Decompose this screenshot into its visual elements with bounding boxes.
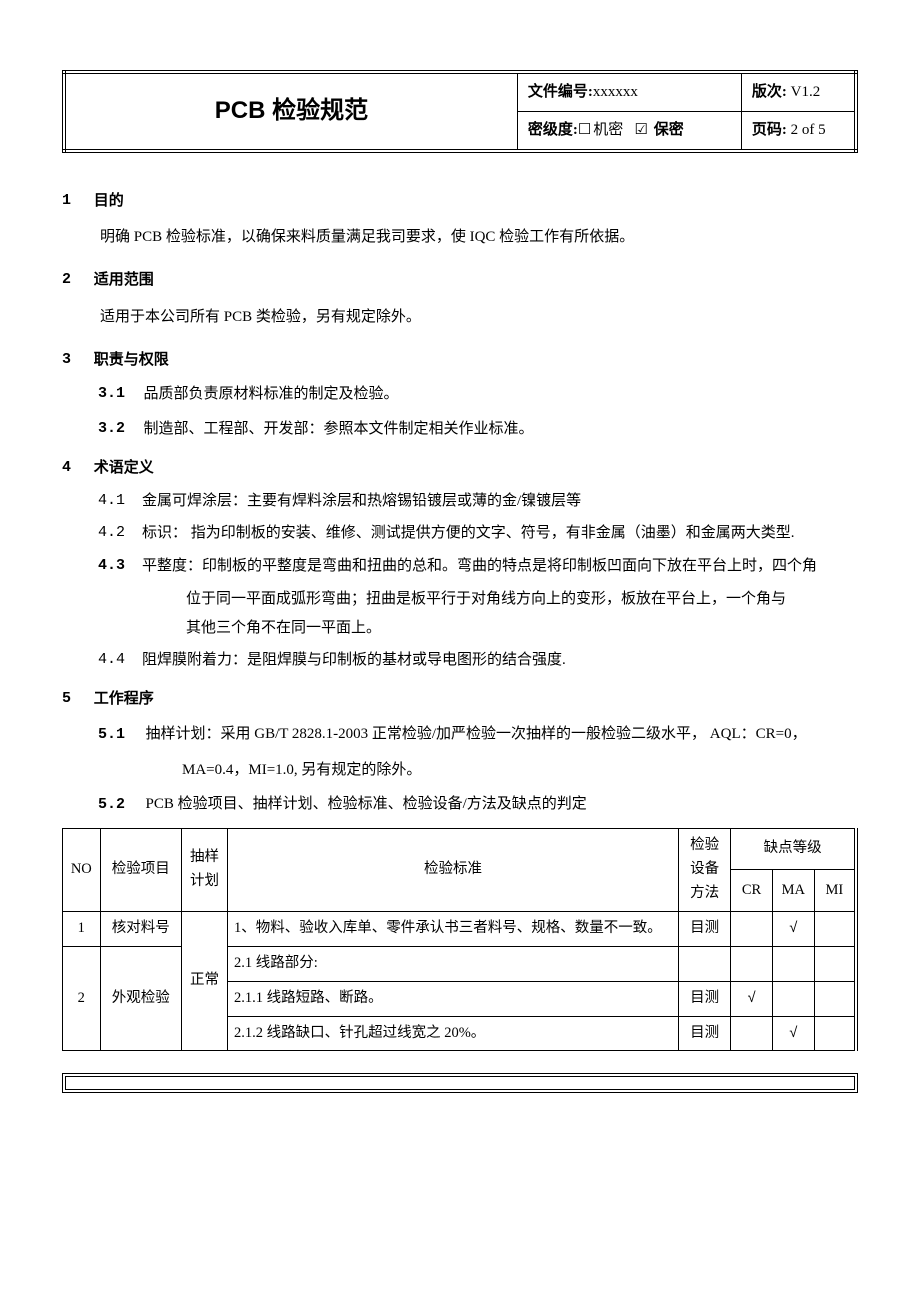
def-4-1-text: 金属可焊涂层：主要有焊料涂层和热熔锡铅镀层或薄的金/镍镀层等	[142, 489, 581, 514]
secret-opt-2: 保密	[654, 122, 684, 138]
section-3-title: 职责与权限	[94, 348, 169, 373]
th-defect: 缺点等级	[731, 829, 856, 870]
r1-equip: 目测	[678, 911, 730, 946]
secret-opt-1: 机密	[593, 122, 623, 138]
def-4-3-text-c: 其他三个角不在同一平面上。	[186, 616, 858, 641]
section-1-title: 目的	[94, 189, 124, 214]
section-1: 1 目的 明确 PCB 检验标准，以确保来料质量满足我司要求，使 IQC 检验工…	[62, 189, 858, 251]
page-cell: 页码: 2 of 5	[741, 111, 856, 150]
section-5-1-num: 5.1	[98, 723, 138, 748]
r1-std: 1、物料、验收入库单、零件承认书三者料号、规格、数量不一致。	[227, 911, 678, 946]
page-value: 2 of 5	[791, 122, 826, 138]
def-4-4-num: 4.4	[98, 648, 142, 673]
r2a-mi	[814, 946, 856, 981]
th-plan: 抽样计划	[182, 829, 228, 912]
def-4-4: 4.4 阻焊膜附着力：是阻焊膜与印制板的基材或导电图形的结合强度.	[98, 648, 858, 673]
r2a-std: 2.1 线路部分:	[227, 946, 678, 981]
section-4-title: 术语定义	[94, 456, 154, 481]
section-3-2-text: 制造部、工程部、开发部：参照本文件制定相关作业标准。	[144, 421, 534, 437]
r2c-mi	[814, 1016, 856, 1051]
section-5: 5 工作程序 5.1 抽样计划：采用 GB/T 2828.1-2003 正常检验…	[62, 687, 858, 1051]
doc-no-value: xxxxxx	[593, 84, 638, 100]
doc-no-label: 文件编号:	[528, 84, 593, 100]
section-5-1: 5.1 抽样计划：采用 GB/T 2828.1-2003 正常检验/加严检验一次…	[98, 722, 858, 748]
def-4-3-text-b: 位于同一平面成弧形弯曲；扭曲是板平行于对角线方向上的变形，板放在平台上，一个角与	[186, 587, 858, 612]
def-4-1: 4.1 金属可焊涂层：主要有焊料涂层和热熔锡铅镀层或薄的金/镍镀层等	[98, 489, 858, 514]
r1-no: 1	[63, 911, 101, 946]
r1-ma: √	[772, 911, 814, 946]
doc-title: PCB 检验规范	[64, 72, 517, 151]
th-item: 检验项目	[100, 829, 181, 912]
r2b-mi	[814, 981, 856, 1016]
section-4: 4 术语定义 4.1 金属可焊涂层：主要有焊料涂层和热熔锡铅镀层或薄的金/镍镀层…	[62, 456, 858, 673]
secret-cell: 密级度:☐机密 ☑ 保密	[517, 111, 741, 150]
r2c-std: 2.1.2 线路缺口、针孔超过线宽之 20%。	[227, 1016, 678, 1051]
section-5-1-text-a: 抽样计划：采用 GB/T 2828.1-2003 正常检验/加严检验一次抽样的一…	[146, 726, 807, 742]
version-cell: 版次: V1.2	[741, 72, 856, 111]
secret-label: 密级度:	[528, 122, 578, 138]
r1-plan: 正常	[182, 911, 228, 1051]
section-5-2: 5.2 PCB 检验项目、抽样计划、检验标准、检验设备/方法及缺点的判定	[98, 792, 858, 818]
def-4-2-num: 4.2	[98, 521, 142, 546]
section-3-1-text: 品质部负责原材料标准的制定及检验。	[144, 386, 399, 402]
page-label: 页码:	[752, 122, 787, 138]
section-3-1-num: 3.1	[98, 382, 136, 407]
section-1-num: 1	[62, 189, 90, 214]
section-3-1: 3.1 品质部负责原材料标准的制定及检验。	[98, 382, 858, 407]
r2c-equip: 目测	[678, 1016, 730, 1051]
r2c-ma: √	[772, 1016, 814, 1051]
section-2-num: 2	[62, 268, 90, 293]
table-header-row-1: NO 检验项目 抽样计划 检验标准 检验设备方法 缺点等级	[63, 829, 857, 870]
def-4-4-text: 阻焊膜附着力：是阻焊膜与印制板的基材或导电图形的结合强度.	[142, 648, 566, 673]
r2c-cr	[731, 1016, 773, 1051]
r2b-equip: 目测	[678, 981, 730, 1016]
r2a-ma	[772, 946, 814, 981]
doc-no-cell: 文件编号:xxxxxx	[517, 72, 741, 111]
def-4-3: 4.3 平整度：印制板的平整度是弯曲和扭曲的总和。弯曲的特点是将印制板凹面向下放…	[98, 554, 858, 579]
th-std: 检验标准	[227, 829, 678, 912]
section-5-title: 工作程序	[94, 687, 154, 712]
th-cr: CR	[731, 870, 773, 911]
section-5-1-text-b: MA=0.4，MI=1.0, 另有规定的除外。	[182, 758, 858, 783]
section-5-2-num: 5.2	[98, 793, 138, 818]
section-2-title: 适用范围	[94, 268, 154, 293]
table-row-1: 1 核对料号 正常 1、物料、验收入库单、零件承认书三者料号、规格、数量不一致。…	[63, 911, 857, 946]
section-3-num: 3	[62, 348, 90, 373]
r1-item: 核对料号	[100, 911, 181, 946]
r2-item: 外观检验	[100, 946, 181, 1051]
checkbox-checked-icon: ☑	[635, 118, 648, 143]
section-4-num: 4	[62, 456, 90, 481]
section-3-2: 3.2 制造部、工程部、开发部：参照本文件制定相关作业标准。	[98, 417, 858, 442]
section-2: 2 适用范围 适用于本公司所有 PCB 类检验，另有规定除外。	[62, 268, 858, 330]
r1-cr	[731, 911, 773, 946]
inspection-table: NO 检验项目 抽样计划 检验标准 检验设备方法 缺点等级 CR MA MI 1…	[62, 828, 858, 1051]
def-4-3-text-a: 平整度：印制板的平整度是弯曲和扭曲的总和。弯曲的特点是将印制板凹面向下放在平台上…	[142, 554, 817, 579]
def-4-2-text: 标识： 指为印制板的安装、维修、测试提供方便的文字、符号，有非金属（油墨）和金属…	[142, 521, 795, 546]
th-ma: MA	[772, 870, 814, 911]
r2b-std: 2.1.1 线路短路、断路。	[227, 981, 678, 1016]
th-no: NO	[63, 829, 101, 912]
section-2-body: 适用于本公司所有 PCB 类检验，另有规定除外。	[100, 305, 858, 330]
def-4-1-num: 4.1	[98, 489, 142, 514]
section-5-2-text: PCB 检验项目、抽样计划、检验标准、检验设备/方法及缺点的判定	[146, 796, 587, 812]
r2b-ma	[772, 981, 814, 1016]
version-value: V1.2	[791, 84, 821, 100]
r2b-cr: √	[731, 981, 773, 1016]
section-1-body: 明确 PCB 检验标准，以确保来料质量满足我司要求，使 IQC 检验工作有所依据…	[100, 225, 858, 250]
checkbox-empty-icon: ☐	[578, 118, 591, 143]
th-equip: 检验设备方法	[678, 829, 730, 912]
r1-mi	[814, 911, 856, 946]
r2a-cr	[731, 946, 773, 981]
section-3: 3 职责与权限 3.1 品质部负责原材料标准的制定及检验。 3.2 制造部、工程…	[62, 348, 858, 442]
th-mi: MI	[814, 870, 856, 911]
footer-frame	[62, 1073, 858, 1093]
r2a-equip	[678, 946, 730, 981]
def-4-2: 4.2 标识： 指为印制板的安装、维修、测试提供方便的文字、符号，有非金属（油墨…	[98, 521, 858, 546]
section-5-num: 5	[62, 687, 90, 712]
doc-header-table: PCB 检验规范 文件编号:xxxxxx 版次: V1.2 密级度:☐机密 ☑ …	[62, 70, 858, 153]
section-3-2-num: 3.2	[98, 417, 136, 442]
r2-no: 2	[63, 946, 101, 1051]
version-label: 版次:	[752, 84, 787, 100]
def-4-3-num: 4.3	[98, 554, 142, 579]
